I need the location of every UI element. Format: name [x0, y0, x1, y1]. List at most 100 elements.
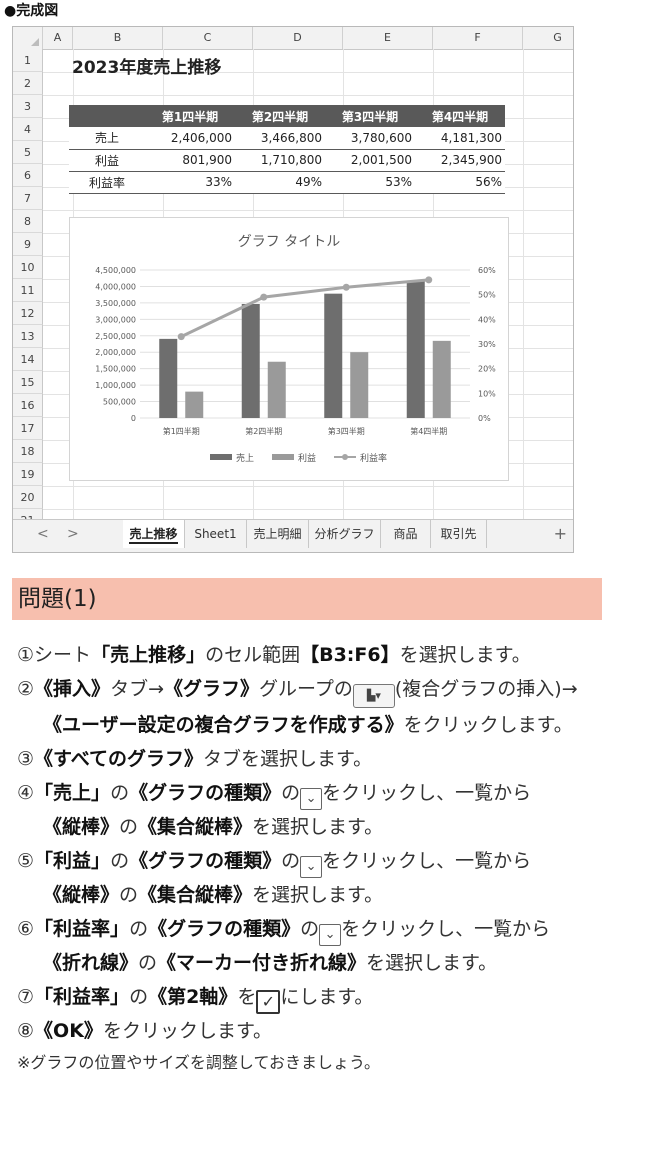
legend-swatch — [272, 454, 294, 460]
row-header-6[interactable]: 6 — [13, 164, 43, 187]
bar-利益 — [267, 361, 286, 418]
prev-sheet-arrow-icon[interactable]: < — [37, 526, 49, 542]
step-keyword: 《すべてのグラフ》 — [34, 748, 203, 770]
row-header-5[interactable]: 5 — [13, 141, 43, 164]
table-header-cell[interactable]: 第2四半期 — [235, 105, 325, 127]
table-cell[interactable]: 2,001,500 — [325, 149, 415, 172]
combo-chart[interactable]: グラフ タイトル 0 500,000 1,000,000 1,500,000 2,000,… — [69, 217, 509, 481]
bar-利益 — [185, 391, 204, 418]
row-header-2[interactable]: 2 — [13, 72, 43, 95]
row-header-11[interactable]: 11 — [13, 279, 43, 302]
row-header-16[interactable]: 16 — [13, 394, 43, 417]
step-text: をクリックします。 — [102, 1020, 273, 1042]
table-cell[interactable]: 2,406,000 — [145, 127, 235, 150]
step-text: をクリックし、一覧から — [322, 850, 532, 872]
table-cell[interactable]: 49% — [235, 171, 325, 194]
step-text: の — [129, 986, 149, 1008]
x-tick-label: 第3四半期 — [328, 426, 365, 436]
sheet-tab[interactable]: 分析グラフ — [309, 520, 381, 548]
data-table: 第1四半期 第2四半期 第3四半期 第4四半期 売上 2,406,000 3,466,80… — [69, 105, 505, 194]
row-label-cell[interactable]: 利益率 — [69, 171, 145, 194]
table-cell[interactable]: 1,710,800 — [235, 149, 325, 172]
step-text: にします。 — [280, 986, 374, 1008]
step-3: ③《すべてのグラフ》タブを選択します。 — [17, 742, 617, 776]
step-6: ⑥「利益率」の《グラフの種類》の ⌄ をクリックし、一覧から 《折れ線》の《マーカー付… — [17, 912, 617, 980]
grid-row-line — [43, 210, 573, 211]
table-cell[interactable]: 3,466,800 — [235, 127, 325, 150]
sheet-tab[interactable]: 売上推移 — [123, 520, 185, 548]
step-text: のセル範囲 — [205, 644, 301, 666]
step-keyword: 《グラフの種類》 — [129, 782, 282, 804]
column-header-e[interactable]: E — [343, 27, 433, 49]
row-header-12[interactable]: 12 — [13, 302, 43, 325]
step-keyword: 「利益率」 — [34, 918, 130, 940]
select-all-corner[interactable] — [13, 27, 43, 49]
row-header-14[interactable]: 14 — [13, 348, 43, 371]
table-cell[interactable]: 33% — [145, 171, 235, 194]
table-cell[interactable]: 4,181,300 — [415, 127, 505, 150]
sheet-tab[interactable]: Sheet1 — [185, 520, 247, 548]
step-number: ④ — [17, 782, 35, 804]
step-keyword: 「利益率」 — [34, 986, 130, 1008]
grid-row-line — [43, 509, 573, 510]
table-body: 売上 2,406,000 3,466,800 3,780,600 4,181,300 利益… — [69, 127, 505, 194]
table-header-cell[interactable]: 第1四半期 — [145, 105, 235, 127]
step-number: ② — [17, 678, 35, 700]
sheet-tab[interactable]: 商品 — [381, 520, 431, 548]
sheet-tab[interactable]: 売上明細 — [247, 520, 309, 548]
sheet-tabs-bar: < > 売上推移 Sheet1 売上明細 分析グラフ 商品 取引先 + — [13, 519, 573, 552]
row-header-20[interactable]: 20 — [13, 486, 43, 509]
table-header-corner[interactable] — [69, 105, 145, 127]
row-header-8[interactable]: 8 — [13, 210, 43, 233]
row-label-cell[interactable]: 利益 — [69, 149, 145, 172]
table-cell[interactable]: 801,900 — [145, 149, 235, 172]
legend-swatch — [210, 454, 232, 460]
column-header-b[interactable]: B — [73, 27, 163, 49]
row-header-19[interactable]: 19 — [13, 463, 43, 486]
next-sheet-arrow-icon[interactable]: > — [67, 526, 79, 542]
column-header-a[interactable]: A — [43, 27, 73, 49]
row-header-4[interactable]: 4 — [13, 118, 43, 141]
row-header-13[interactable]: 13 — [13, 325, 43, 348]
legend-label: 利益 — [298, 452, 316, 464]
chart-canvas: グラフ タイトル 0 500,000 1,000,000 1,500,000 2,000,… — [95, 234, 496, 464]
sheet-title-cell[interactable]: 2023年度売上推移 — [72, 58, 222, 78]
row-header-7[interactable]: 7 — [13, 187, 43, 210]
row-header-18[interactable]: 18 — [13, 440, 43, 463]
table-cell[interactable]: 3,780,600 — [325, 127, 415, 150]
y-tick-label: 3,500,000 — [95, 299, 136, 308]
step-text: の — [281, 782, 301, 804]
table-cell[interactable]: 53% — [325, 171, 415, 194]
column-header-c[interactable]: C — [163, 27, 253, 49]
column-header-f[interactable]: F — [433, 27, 523, 49]
table-header-cell[interactable]: 第4四半期 — [415, 105, 505, 127]
row-header-9[interactable]: 9 — [13, 233, 43, 256]
row-label-cell[interactable]: 売上 — [69, 127, 145, 150]
dropdown-arrow-icon: ⌄ — [300, 788, 323, 810]
add-sheet-icon[interactable]: + — [553, 524, 567, 543]
y-tick-label: 1,500,000 — [95, 365, 136, 374]
table-cell[interactable]: 56% — [415, 171, 505, 194]
step-8: ⑧《OK》をクリックします。 — [17, 1014, 617, 1048]
grid-row-line — [43, 486, 573, 487]
table-row: 利益率 33% 49% 53% 56% — [69, 171, 505, 194]
column-header-d[interactable]: D — [253, 27, 343, 49]
step-number: ③ — [17, 748, 35, 770]
step-text: の — [119, 816, 139, 838]
row-header-17[interactable]: 17 — [13, 417, 43, 440]
step-text: の — [110, 850, 130, 872]
step-text: タブ→ — [110, 678, 164, 700]
row-header-1[interactable]: 1 — [13, 49, 43, 72]
row-header-10[interactable]: 10 — [13, 256, 43, 279]
column-header-g[interactable]: G — [523, 27, 573, 49]
table-header-cell[interactable]: 第3四半期 — [325, 105, 415, 127]
table-cell[interactable]: 2,345,900 — [415, 149, 505, 172]
y2-tick-label: 60% — [478, 266, 496, 275]
instruction-steps: ①シート「売上推移」のセル範囲【B3:F6】を選択します。 ②《挿入》タブ→《グ… — [17, 638, 617, 1078]
sheet-tab[interactable]: 取引先 — [431, 520, 487, 548]
step-keyword: 《縦棒》 — [43, 884, 120, 906]
row-header-15[interactable]: 15 — [13, 371, 43, 394]
row-header-3[interactable]: 3 — [13, 95, 43, 118]
step-2: ②《挿入》タブ→《グラフ》グループの ▙▾ (複合グラフの挿入)→ 《ユーザー設定の複… — [17, 672, 617, 742]
